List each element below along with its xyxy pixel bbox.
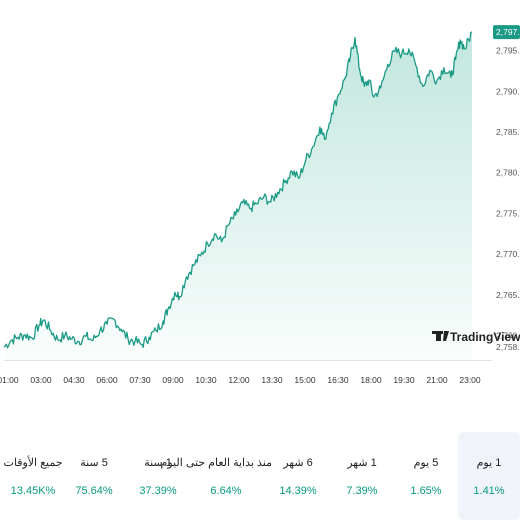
period-tab-5y[interactable]: 5 سنة 75.64% — [66, 432, 122, 520]
y-tick-label: 2,765.000 — [496, 290, 520, 300]
x-tick-label: 16:30 — [327, 375, 349, 385]
last-price-label: 2,797.272 — [496, 27, 520, 37]
x-tick-label: 06:00 — [96, 375, 118, 385]
last-price-badge: 2,797.272 — [493, 25, 520, 40]
period-label: 5 يوم — [413, 457, 439, 469]
period-change: 1.41% — [473, 485, 505, 497]
period-tab-all[interactable]: جميع الأوقات 13.45K% — [0, 432, 66, 520]
x-tick-label: 13:30 — [261, 375, 283, 385]
x-tick-label: 01:00 — [0, 375, 19, 385]
tradingview-wordmark: TradingView — [450, 330, 520, 344]
period-change: 14.39% — [279, 485, 317, 497]
period-change: 13.45K% — [10, 485, 56, 497]
period-tab-1d[interactable]: 1 يوم 1.41% — [458, 432, 520, 520]
price-line — [3, 31, 473, 349]
price-chart[interactable]: 2,795.000 2,790.000 2,785.000 2,780.000 2,77… — [0, 0, 520, 400]
x-tick-label: 10:30 — [195, 375, 217, 385]
period-tab-5d[interactable]: 5 يوم 1.65% — [398, 432, 454, 520]
period-change: 75.64% — [75, 485, 113, 497]
period-tab-1m[interactable]: 1 شهر 7.39% — [334, 432, 390, 520]
chart-canvas[interactable]: 2,795.000 2,790.000 2,785.000 2,780.000 2,77… — [0, 0, 520, 400]
period-label: 1 سنة — [144, 457, 172, 469]
y-tick-label: 2,780.000 — [496, 168, 520, 178]
period-tab-6m[interactable]: 6 شهر 14.39% — [270, 432, 326, 520]
min-value-marker: 2,758.615 — [480, 340, 520, 353]
x-tick-label: 12:00 — [228, 375, 250, 385]
x-tick-label: 18:00 — [360, 375, 382, 385]
period-label: جميع الأوقات — [3, 457, 63, 469]
price-area-fill — [4, 31, 472, 361]
x-tick-label: 19:30 — [393, 375, 415, 385]
period-change: 7.39% — [346, 485, 378, 497]
x-tick-label: 21:00 — [426, 375, 448, 385]
x-tick-label: 23:00 — [459, 375, 481, 385]
x-tick-label: 04:30 — [63, 375, 85, 385]
x-tick-label: 09:00 — [162, 375, 184, 385]
period-label: 5 سنة — [80, 457, 108, 469]
period-change: 6.64% — [210, 485, 242, 497]
x-tick-label: 15:00 — [294, 375, 316, 385]
y-tick-label: 2,775.000 — [496, 208, 520, 218]
x-tick-label: 03:00 — [30, 375, 52, 385]
x-tick-label: 07:30 — [129, 375, 151, 385]
min-value-label: 2,758.615 — [496, 342, 520, 352]
period-label: 1 يوم — [476, 457, 502, 469]
period-tab-ytd[interactable]: منذ بداية العام حتى اليوم 6.64% — [160, 432, 272, 520]
tradingview-logo: TradingView — [432, 330, 520, 344]
y-tick-label: 2,790.000 — [496, 86, 520, 96]
y-tick-label: 2,795.000 — [496, 46, 520, 56]
period-change: 1.65% — [410, 485, 442, 497]
period-label: 1 شهر — [347, 457, 377, 469]
period-performance-bar: 1 يوم 1.41% 5 يوم 1.65% 1 شهر 7.39% 6 شه… — [0, 432, 520, 520]
period-tab-1y[interactable]: 1 سنة 37.39% — [130, 432, 186, 520]
y-tick-label: 2,770.000 — [496, 249, 520, 259]
period-change: 37.39% — [139, 485, 177, 497]
period-label: منذ بداية العام حتى اليوم — [160, 457, 272, 469]
period-label: 6 شهر — [283, 457, 313, 469]
y-tick-label: 2,785.000 — [496, 127, 520, 137]
y-tick-label: 2,760.000 — [496, 331, 520, 341]
